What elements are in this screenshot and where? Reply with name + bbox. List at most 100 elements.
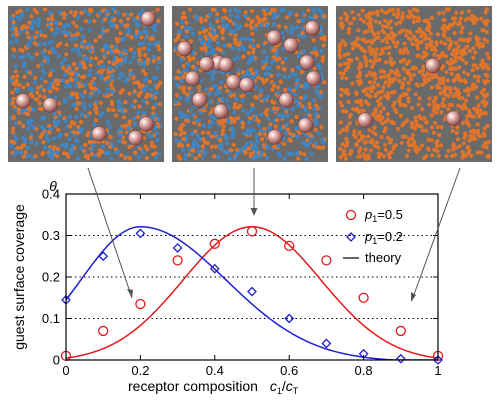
receptor-particle <box>193 129 198 134</box>
receptor-particle <box>42 34 48 39</box>
snapshot-guests <box>357 57 462 128</box>
receptor-particle <box>89 148 94 153</box>
receptor-particle <box>252 142 257 147</box>
receptor-particle <box>404 153 409 159</box>
receptor-particle <box>443 41 448 46</box>
receptor-particle <box>449 67 454 72</box>
receptor-particle <box>475 95 480 100</box>
receptor-particle <box>109 23 114 28</box>
receptor-particle <box>207 124 212 129</box>
receptor-particle <box>275 85 281 90</box>
snapshot-panel <box>172 6 328 162</box>
receptor-particle <box>55 87 60 92</box>
data-point-diamond <box>395 353 406 364</box>
receptor-particle <box>109 77 114 82</box>
receptor-particle <box>287 137 292 142</box>
receptor-particle <box>435 149 440 154</box>
receptor-particle <box>179 127 184 132</box>
receptor-particle <box>52 49 57 55</box>
receptor-particle <box>432 52 437 58</box>
receptor-particle <box>141 63 146 68</box>
receptor-particle <box>74 66 79 71</box>
receptor-particle <box>79 145 84 150</box>
receptor-particle <box>180 87 186 92</box>
receptor-particle <box>380 38 385 43</box>
receptor-particle <box>153 155 159 160</box>
receptor-particle <box>391 40 396 45</box>
receptor-particle <box>393 44 398 49</box>
legend-p02-value: =0.2 <box>377 229 403 244</box>
receptor-particle <box>350 81 355 86</box>
receptor-particle <box>478 150 483 155</box>
receptor-particle <box>125 76 130 81</box>
receptor-particle <box>191 31 196 36</box>
guest-sphere <box>267 129 283 145</box>
receptor-particle <box>132 99 137 104</box>
receptor-particle <box>351 106 356 112</box>
receptor-particle <box>338 146 343 151</box>
receptor-particle <box>366 134 371 139</box>
receptor-particle <box>212 154 217 159</box>
receptor-particle <box>362 37 367 42</box>
receptor-particle <box>277 56 282 61</box>
receptor-particle <box>200 130 206 135</box>
receptor-particle <box>157 102 162 107</box>
receptor-particle <box>236 9 241 14</box>
receptor-particle <box>184 20 189 25</box>
receptor-particle <box>110 89 115 94</box>
receptor-particle <box>210 73 215 78</box>
receptor-particle <box>219 96 225 102</box>
receptor-particle <box>151 54 156 60</box>
receptor-particle <box>464 118 469 123</box>
receptor-particle <box>390 90 395 95</box>
receptor-particle <box>61 65 66 70</box>
receptor-particle <box>134 34 139 40</box>
receptor-particle <box>485 73 490 78</box>
receptor-particle <box>118 133 123 138</box>
receptor-particle <box>97 69 102 74</box>
receptor-particle <box>338 100 343 105</box>
receptor-particle <box>462 102 467 107</box>
receptor-particle <box>372 125 377 130</box>
receptor-particle <box>480 43 486 49</box>
receptor-particle <box>411 19 416 25</box>
receptor-particle <box>444 154 449 159</box>
receptor-particle <box>321 43 326 48</box>
receptor-particle <box>221 18 226 23</box>
receptor-particle <box>443 85 448 90</box>
receptor-particle <box>53 115 58 120</box>
receptor-particle <box>114 25 119 30</box>
receptor-particle <box>267 11 273 16</box>
receptor-particle <box>429 113 434 118</box>
receptor-particle <box>88 68 93 73</box>
receptor-particle <box>123 100 128 105</box>
receptor-particle <box>368 86 373 91</box>
receptor-particle <box>363 156 368 161</box>
receptor-particle <box>250 31 255 36</box>
receptor-particle <box>241 70 246 75</box>
receptor-particle <box>144 30 149 35</box>
receptor-particle <box>109 156 114 161</box>
receptor-particle <box>233 102 238 107</box>
receptor-particle <box>397 99 402 104</box>
receptor-particle <box>319 125 324 130</box>
receptor-particle <box>102 17 108 22</box>
receptor-particle <box>259 137 265 142</box>
receptor-particle <box>15 87 20 93</box>
receptor-particle <box>424 154 429 159</box>
receptor-particle <box>41 140 46 145</box>
receptor-particle <box>190 112 195 117</box>
receptor-particle <box>427 77 432 82</box>
receptor-particle <box>254 95 259 100</box>
guest-sphere <box>297 117 314 133</box>
receptor-particle <box>407 15 412 20</box>
receptor-particle <box>26 43 31 49</box>
receptor-particle <box>301 49 306 54</box>
receptor-particle <box>265 55 270 60</box>
receptor-particle <box>338 16 344 21</box>
receptor-particle <box>156 43 161 49</box>
receptor-particle <box>480 58 485 64</box>
receptor-particle <box>45 59 51 64</box>
receptor-particle <box>37 93 42 99</box>
receptor-particle <box>413 66 419 71</box>
